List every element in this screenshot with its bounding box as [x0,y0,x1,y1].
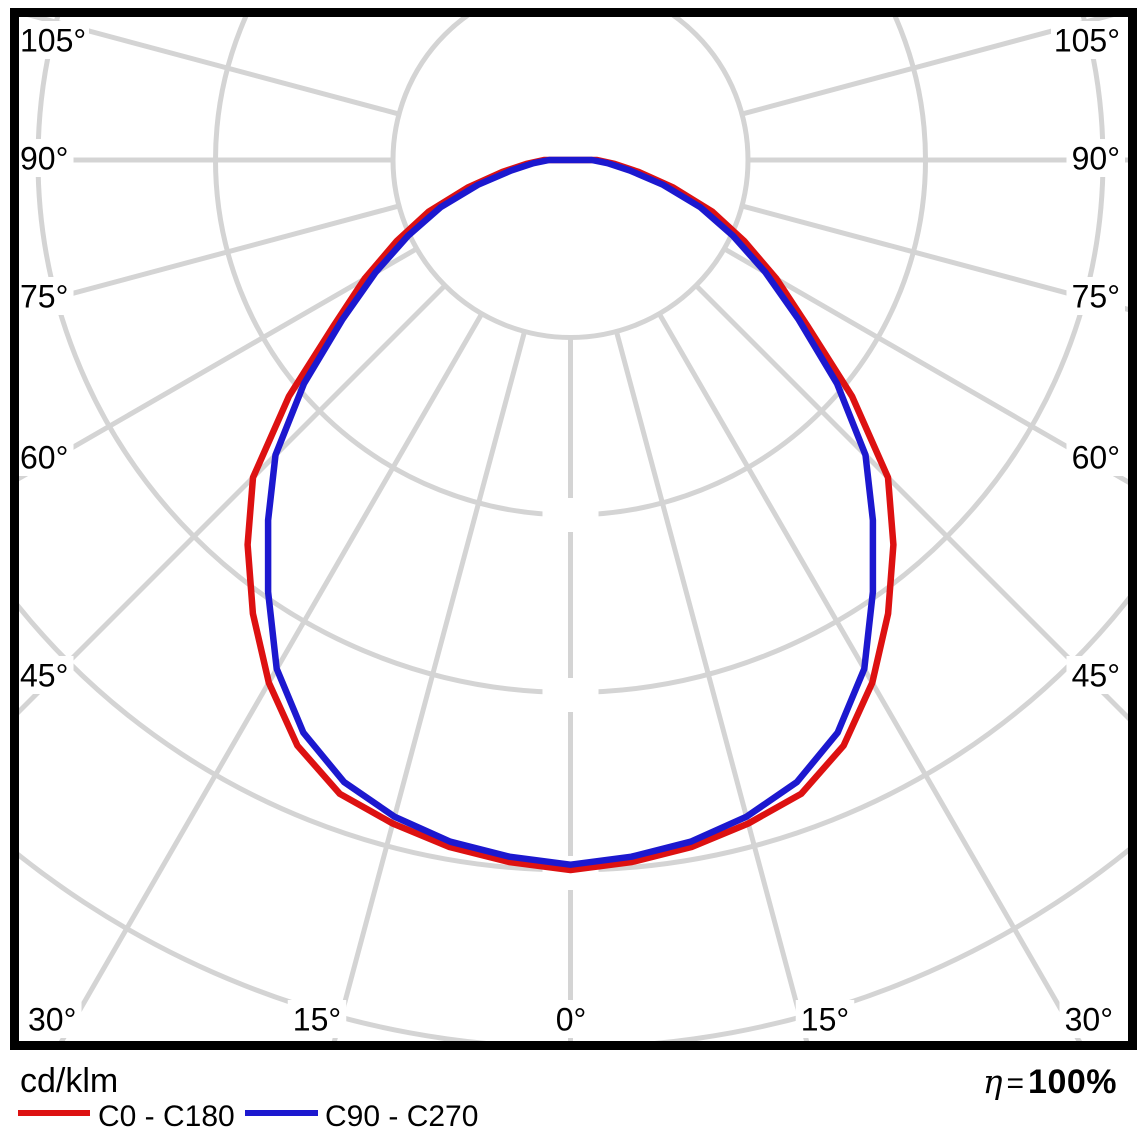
angle-label: 60° [20,440,68,476]
ring-value-blank-box [542,678,599,712]
angle-label: 15° [293,1002,341,1038]
grid-ray [741,17,1114,117]
angle-label: 30° [1065,1002,1113,1038]
legend-line-c0-c180 [18,1110,90,1116]
angle-label-box [1066,277,1125,315]
eta-equals: = [1006,1067,1025,1100]
angle-label: 45° [20,658,68,694]
light-output-ratio-label: η = 100% [983,1062,1117,1102]
angle-label: 90° [20,141,68,177]
angle-label-box [23,1000,82,1038]
angle-label-box [1066,139,1125,177]
angle-label: 45° [1072,658,1120,694]
angle-label-box [1066,656,1125,694]
angle-label-box [1059,1000,1118,1038]
angle-label-box [19,656,74,694]
angle-label-box [19,277,74,315]
angle-label: 105° [1054,23,1120,59]
angle-label: 30° [28,1002,76,1038]
grid-ray [19,203,400,311]
grid-ray [741,203,1128,312]
angle-label-box [19,139,74,177]
legend-label-c90-c270: C90 - C270 [325,1100,479,1133]
grid-ray [694,283,1128,722]
angle-labels: 105° 105° 90° 90° 75° 75° 60° 60° 45° 45° 30° 30° 15… [19,21,1125,1038]
grid-ray [722,246,1128,485]
angle-label: 105° [20,23,86,59]
grid-ray [657,312,1083,1041]
angle-label: 75° [1072,279,1120,315]
grid-ray [27,17,400,117]
angle-label-box [19,21,89,59]
angle-label-box [795,1000,855,1038]
curve-C0-C180 [244,156,897,874]
angle-label: 15° [801,1002,849,1038]
curve-C90-C270 [264,156,877,868]
grid-ray [58,312,484,1041]
angle-label: 0° [556,1002,587,1038]
angle-label: 60° [1072,440,1120,476]
angle-label: 75° [20,279,68,315]
legend-label-c0-c180: C0 - C180 [98,1100,235,1133]
legend-line-c90-c270 [245,1110,318,1116]
eta-symbol: η [982,1062,1003,1101]
grid-ray [19,246,419,482]
angle-label-box [1051,21,1125,59]
unit-label: cd/klm [20,1062,119,1100]
angle-label-box [1066,438,1125,476]
grid-ray [19,283,447,716]
angle-label: 90° [1072,141,1120,177]
plot-frame [10,8,1137,1050]
angle-label-box [19,438,74,476]
eta-value: 100% [1028,1063,1117,1101]
ring-value-blank-box [542,498,599,532]
angle-label-box [287,1000,347,1038]
angle-label-box [549,1000,593,1038]
